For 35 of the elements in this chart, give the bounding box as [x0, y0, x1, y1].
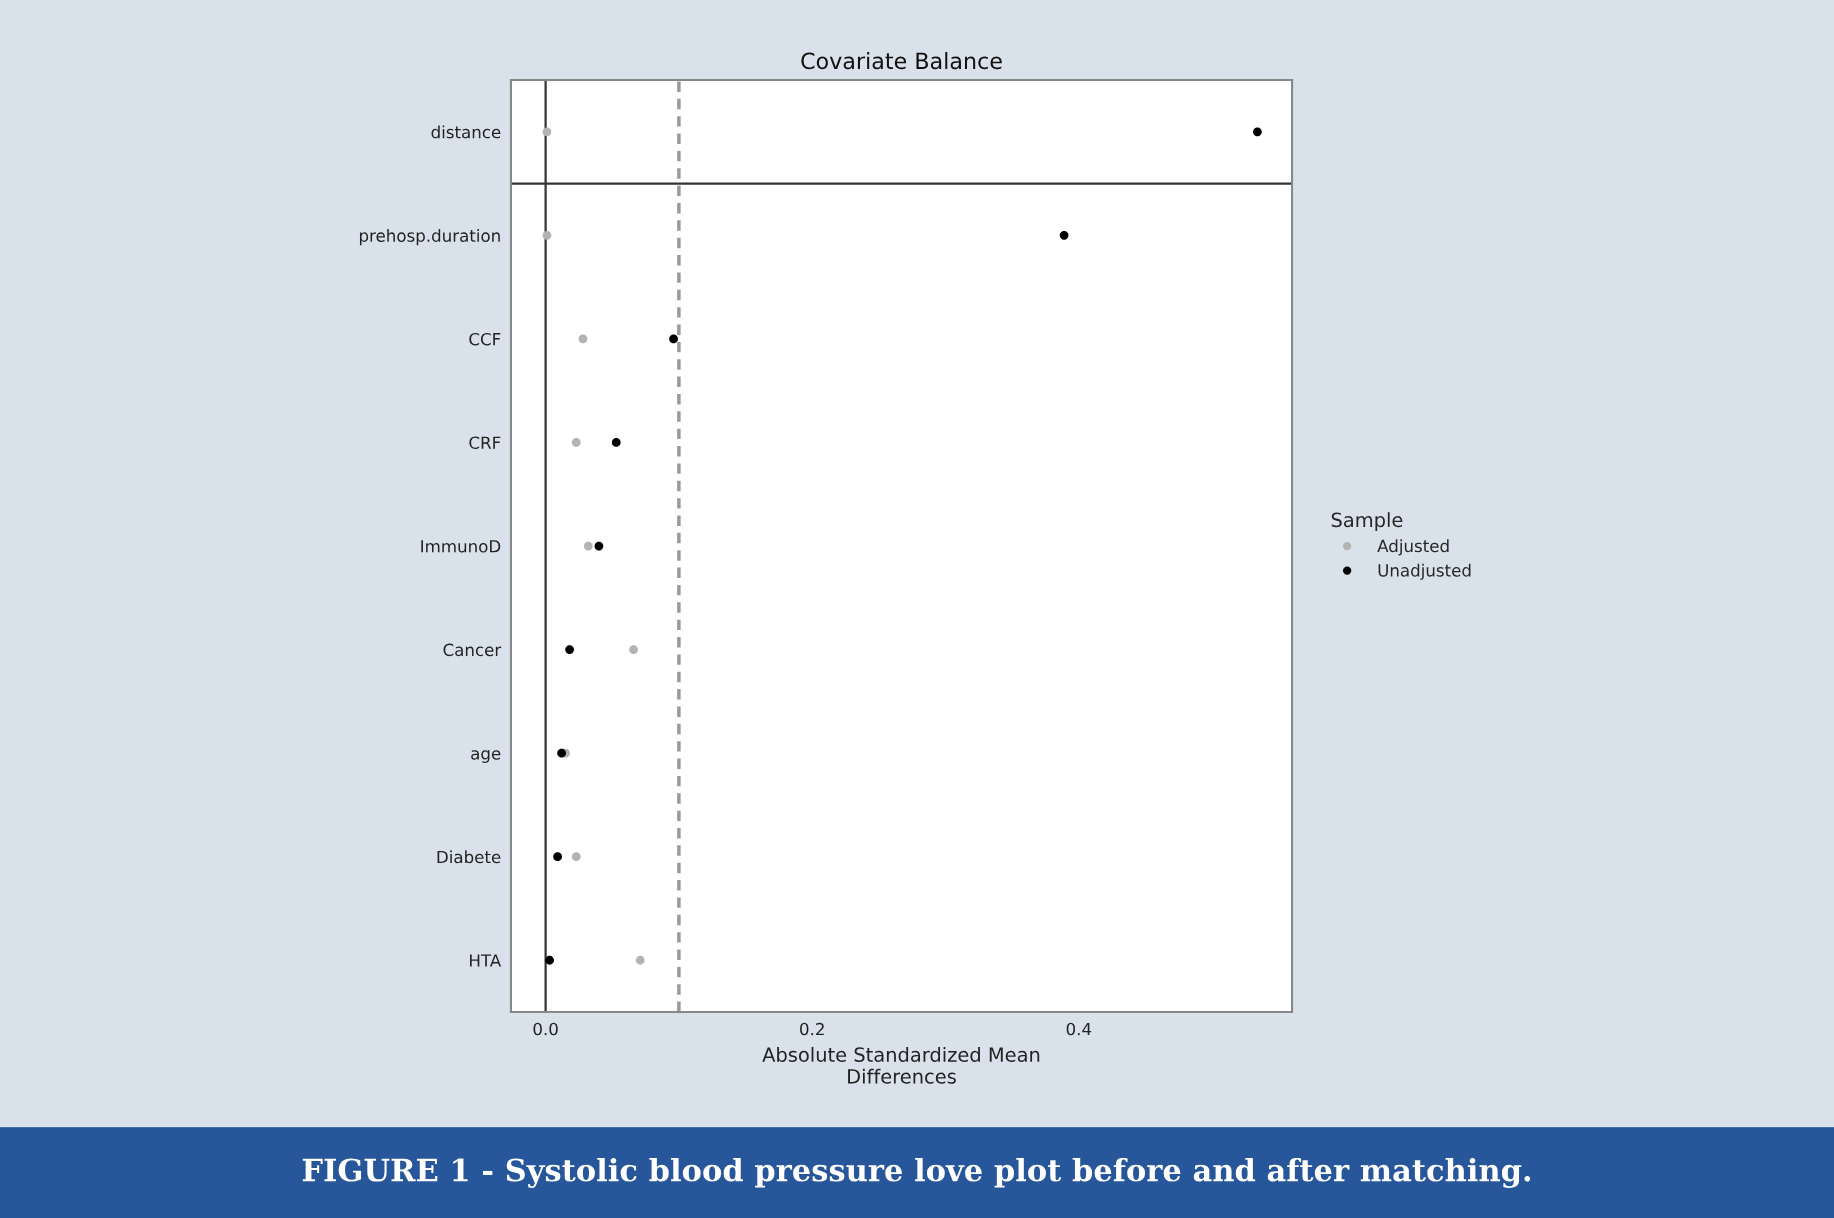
x-tick-label: 0.2 — [800, 1022, 824, 1036]
point — [594, 541, 604, 551]
y-tick-label: age — [471, 750, 501, 763]
x-axis-title: Absolute Standardized Mean Differences — [762, 1046, 1040, 1084]
point — [583, 541, 593, 551]
y-tick-label: distance — [431, 125, 501, 139]
point — [1253, 127, 1262, 137]
y-tick-label: prehosp.duration — [359, 229, 500, 246]
y-tick-label: ImmunoD — [421, 540, 501, 553]
point — [542, 230, 552, 240]
x-tick-label: 0.0 — [533, 1022, 558, 1036]
point — [629, 645, 638, 654]
point — [545, 955, 554, 965]
point — [553, 852, 562, 862]
legend-title: Sample — [1331, 512, 1403, 531]
point — [611, 438, 621, 447]
x-tick-label: 0.4 — [1066, 1022, 1092, 1036]
point — [571, 852, 581, 862]
y-tick-label: Diabete — [437, 850, 501, 864]
point — [542, 127, 552, 137]
point — [571, 438, 581, 447]
chart-title: Covariate Balance — [801, 52, 1002, 70]
point — [578, 334, 588, 344]
point — [565, 645, 574, 654]
point — [557, 748, 566, 758]
legend-label: Adjusted — [1377, 539, 1449, 556]
y-tick-label: CRF — [469, 436, 501, 450]
caption: FIGURE 1 - Systolic blood pressure love plot before and after matching. — [302, 1157, 1531, 1188]
y-tick-label: CCF — [469, 332, 501, 346]
point — [669, 334, 678, 344]
legend-label: Unadjusted — [1378, 563, 1471, 580]
point — [635, 955, 645, 965]
point — [1059, 230, 1069, 240]
y-tick-label: Cancer — [443, 643, 502, 657]
y-tick-label: HTA — [470, 954, 502, 967]
